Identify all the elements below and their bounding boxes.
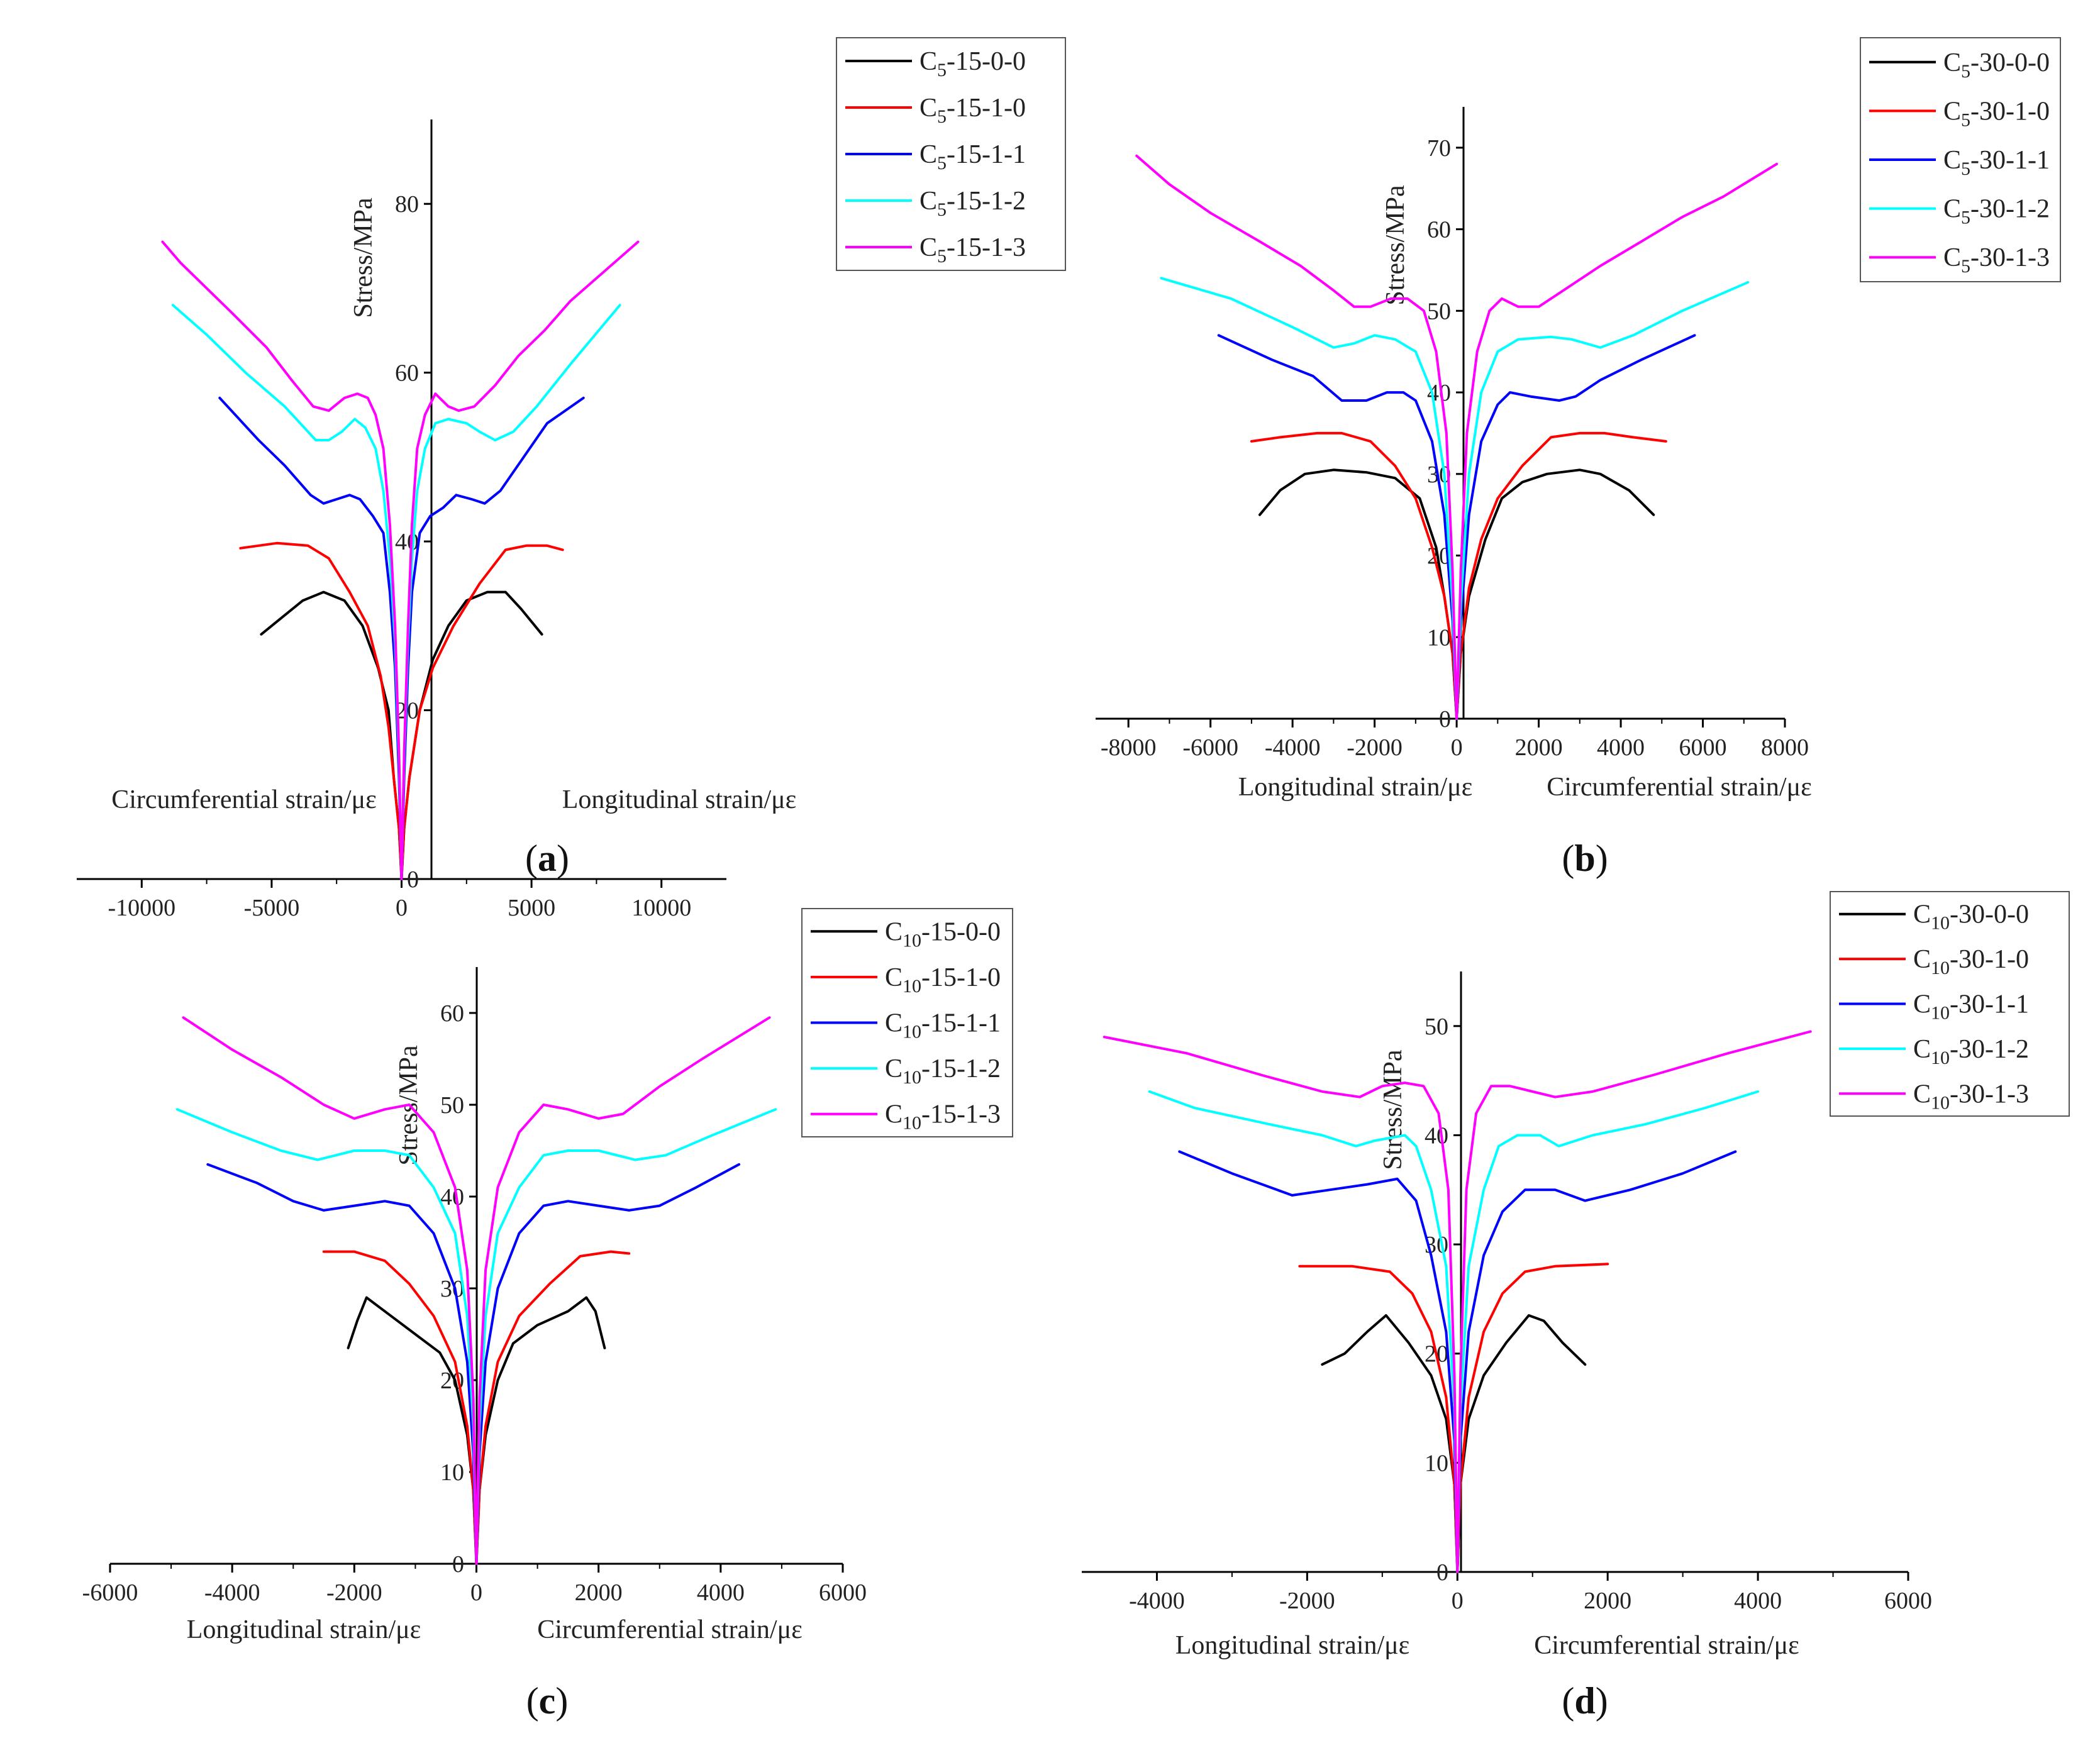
x-tick-label: -8000 (1101, 734, 1157, 761)
x-axis-label-right: Circumferential strain/με (1547, 773, 1812, 802)
legend-entry: C5-30-1-1 (1943, 146, 2050, 179)
y-tick-label: 50 (1427, 298, 1451, 324)
x-tick-label: 6000 (819, 1579, 867, 1606)
x-tick-label: -4000 (1265, 734, 1321, 761)
series-line-C5-15-1-3 (161, 240, 640, 880)
x-tick-label: 5000 (508, 895, 555, 921)
legend-entry: C10-30-1-0 (1913, 945, 2029, 978)
x-tick-label: 0 (1452, 1588, 1464, 1614)
panel-caption: (c) (526, 1680, 569, 1722)
x-axis-label-left: Circumferential strain/με (111, 785, 377, 814)
legend-entry: C5-30-1-0 (1943, 97, 2050, 130)
panel-caption: (b) (1562, 838, 1608, 879)
legend-entry: C10-30-1-2 (1913, 1035, 2029, 1068)
x-tick-label: -6000 (82, 1579, 138, 1606)
x-tick-label: 2000 (1515, 734, 1563, 761)
y-tick-label: 40 (440, 1184, 464, 1210)
legend-entry: C5-15-1-0 (919, 94, 1026, 127)
x-tick-label: 2000 (575, 1579, 623, 1606)
legend-entry: C10-15-1-3 (885, 1100, 1001, 1134)
chart-panel-b: -8000 -6000 -4000 -2000 0 2000 4000 6000 8000 0 10… (1096, 37, 2061, 879)
legend-entry: C5-15-0-0 (919, 47, 1026, 80)
legend-entry: C10-15-1-1 (885, 1009, 1001, 1043)
x-tick-label: 4000 (697, 1579, 745, 1606)
x-tick-label: 4000 (1597, 734, 1645, 761)
x-tick-label: 0 (1451, 734, 1463, 761)
x-tick-label: -5000 (244, 895, 300, 921)
chart-panel-c: -6000 -4000 -2000 0 2000 4000 6000010203040506… (82, 908, 1013, 1722)
y-axis-label: Stress/MPa (1381, 185, 1410, 306)
y-axis-label: Stress/MPa (349, 197, 378, 318)
y-tick-label: 0 (407, 866, 419, 893)
x-tick-label: -10000 (108, 895, 175, 921)
series-line-C10-15-1-3 (182, 1016, 771, 1565)
legend-entry: C10-30-1-3 (1913, 1080, 2029, 1113)
legend-entry: C5-15-1-2 (919, 187, 1026, 220)
x-axis-label-right: Longitudinal strain/με (562, 785, 797, 814)
x-axis-label-left: Longitudinal strain/με (187, 1615, 421, 1644)
panel-caption: (d) (1562, 1680, 1608, 1722)
x-tick-label: -2000 (1279, 1588, 1335, 1614)
y-axis-label: Stress/MPa (1379, 1049, 1408, 1170)
x-tick-label: 6000 (1884, 1588, 1932, 1614)
x-tick-label: -6000 (1182, 734, 1238, 761)
x-axis-label-left: Longitudinal strain/με (1175, 1631, 1410, 1660)
y-tick-label: 0 (452, 1551, 464, 1578)
legend-entry: C10-30-0-0 (1913, 900, 2029, 934)
x-axis-label-right: Circumferential strain/με (1534, 1631, 1799, 1660)
legend-entry: C5-30-0-0 (1943, 48, 2050, 82)
x-tick-label: -2000 (326, 1579, 382, 1606)
x-tick-label: -4000 (204, 1579, 260, 1606)
legend-entry: C10-15-1-2 (885, 1054, 1001, 1088)
chart-panel-d: -4000 -2000 0 2000 4000 600001020304050Stress… (1082, 891, 2070, 1722)
x-tick-label: 8000 (1761, 734, 1809, 761)
legend-entry: C5-30-1-3 (1943, 243, 2050, 277)
y-tick-label: 80 (395, 191, 419, 218)
x-axis-label-right: Circumferential strain/με (537, 1615, 803, 1644)
y-tick-label: 10 (440, 1459, 464, 1486)
series-line-C10-30-1-3 (1103, 1030, 1812, 1573)
y-tick-label: 40 (1425, 1122, 1448, 1149)
y-tick-label: 10 (1425, 1450, 1448, 1476)
panel-caption: (a) (525, 838, 569, 879)
legend-entry: C5-30-1-2 (1943, 195, 2050, 228)
x-tick-label: -2000 (1347, 734, 1403, 761)
y-tick-label: 60 (395, 360, 419, 387)
y-tick-label: 60 (1427, 217, 1451, 243)
series-line-C5-30-1-3 (1135, 154, 1778, 720)
y-tick-label: 60 (440, 1000, 464, 1027)
x-tick-label: 10000 (631, 895, 691, 921)
x-tick-label: 2000 (1584, 1588, 1631, 1614)
x-tick-label: 0 (470, 1579, 482, 1606)
legend-entry: C5-15-1-1 (919, 140, 1026, 174)
y-tick-label: 70 (1427, 135, 1451, 162)
y-tick-label: 50 (1425, 1014, 1448, 1040)
x-tick-label: 0 (396, 895, 408, 921)
y-tick-label: 50 (440, 1092, 464, 1119)
x-tick-label: 6000 (1679, 734, 1727, 761)
chart-panel-a: -10000 -5000 0 5000 10000020406080Stress/MPa… (77, 37, 1066, 921)
y-tick-label: 0 (1436, 1559, 1448, 1586)
y-tick-label: 0 (1439, 706, 1451, 733)
x-axis-label-left: Longitudinal strain/με (1238, 773, 1473, 802)
y-tick-label: 40 (395, 529, 419, 555)
legend-entry: C5-15-1-3 (919, 233, 1026, 267)
y-tick-label: 10 (1427, 624, 1451, 651)
legend-entry: C10-30-1-1 (1913, 990, 2029, 1024)
x-tick-label: -4000 (1129, 1588, 1185, 1614)
x-tick-label: 4000 (1734, 1588, 1782, 1614)
legend-entry: C10-15-1-0 (885, 963, 1001, 997)
legend-entry: C10-15-0-0 (885, 917, 1001, 951)
